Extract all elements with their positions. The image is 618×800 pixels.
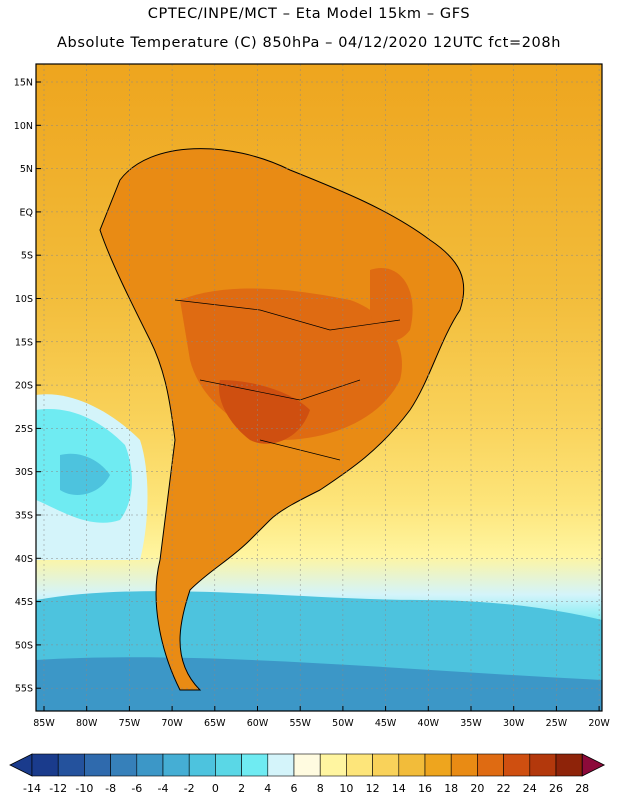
pacific-coldest-core [60, 453, 110, 495]
map-title: CPTEC/INPE/MCT – Eta Model 15km – GFS [147, 6, 471, 22]
colorbar-label: -12 [49, 782, 67, 795]
continent-hottest [219, 380, 310, 444]
northeast-hot [370, 268, 413, 341]
temperature-field [36, 64, 602, 711]
colorbar-label: 16 [418, 782, 432, 795]
colorbar-segment [450, 753, 478, 777]
latitude-label: 25S [15, 424, 33, 435]
longitude-label: 75W [119, 718, 141, 729]
latitude-label: 15S [15, 337, 33, 348]
colorbar-segment [57, 753, 85, 777]
coastline [99, 148, 465, 691]
colorbar-label: 20 [470, 782, 484, 795]
colorbar-label: -8 [105, 782, 116, 795]
colorbar-segment [267, 753, 295, 777]
longitude-label: 30W [503, 718, 525, 729]
colorbar-segment [188, 753, 216, 777]
latitude-axis: 15N 10N 5N EQ 5S 10S 15S 20S 25S 30S 35S 40S 45S 50S 5… [14, 78, 41, 695]
longitude-label: 40W [418, 718, 440, 729]
longitude-label: 35W [460, 718, 482, 729]
colorbar-segment [215, 753, 242, 777]
colorbar-label: -6 [131, 782, 142, 795]
latitude-label: 5S [21, 251, 33, 262]
colorbar-label: 12 [366, 782, 380, 795]
latitude-label: 45S [15, 597, 33, 608]
colorbar-segment [84, 753, 111, 777]
colorbar-label: -14 [23, 782, 41, 795]
colorbar-label: 18 [444, 782, 458, 795]
colorbar-segment [529, 753, 557, 777]
gridlines [36, 64, 602, 711]
colorbar-label: 8 [317, 782, 324, 795]
colorbar-label: 2 [238, 782, 245, 795]
colorbar-segment [319, 753, 347, 777]
colorbar-segment [398, 753, 426, 777]
longitude-axis: 85W 80W 75W 70W 65W 60W 55W 50W 45W 40W 35W 30W 25W 2… [33, 706, 610, 729]
latitude-label: 30S [15, 467, 33, 478]
colorbar-label: -10 [75, 782, 93, 795]
longitude-label: 60W [247, 718, 269, 729]
colorbar-label: 0 [212, 782, 219, 795]
colorbar-label: 28 [575, 782, 589, 795]
colorbar-segment [136, 753, 164, 777]
latitude-label: EQ [20, 207, 33, 218]
latitude-label: 20S [15, 381, 33, 392]
colorbar-segment [31, 753, 59, 777]
longitude-label: 50W [332, 718, 354, 729]
longitude-label: 65W [204, 718, 226, 729]
longitude-label: 55W [289, 718, 311, 729]
colorbar-label: 10 [339, 782, 353, 795]
colorbar-label: 26 [549, 782, 563, 795]
latitude-label: 40S [15, 554, 33, 565]
colorbar-segment [162, 753, 190, 777]
colorbar-label: 22 [497, 782, 511, 795]
longitude-label: 45W [375, 718, 397, 729]
longitude-label: 25W [546, 718, 568, 729]
colorbar-label: 6 [291, 782, 298, 795]
colorbar-label: -2 [184, 782, 195, 795]
colorbar-segment [555, 753, 583, 777]
colorbar-label: 4 [264, 782, 271, 795]
map-frame [35, 63, 603, 712]
colorbar: -14 -12 -10 -8 -6 -4 -2 0 2 4 6 8 10 12 14 16 18 20 22 24 26… [9, 753, 606, 795]
latitude-label: 35S [15, 511, 33, 522]
colorbar-segment [477, 753, 504, 777]
colorbar-segment [503, 753, 531, 777]
latitude-label: 10N [14, 121, 33, 132]
colorbar-left-arrow [9, 753, 33, 777]
colorbar-segment [110, 753, 138, 777]
colorbar-segment [293, 753, 321, 777]
colorbar-label: 14 [392, 782, 406, 795]
latitude-label: 55S [15, 684, 33, 695]
longitude-label: 70W [161, 718, 183, 729]
colorbar-segment [241, 753, 269, 777]
colorbar-label: -4 [158, 782, 169, 795]
map-subtitle: Absolute Temperature (C) 850hPa – 04/12/… [57, 35, 561, 51]
longitude-label: 85W [33, 718, 55, 729]
colorbar-segment [372, 753, 400, 777]
colorbar-label: 24 [523, 782, 537, 795]
colorbar-segment [424, 753, 452, 777]
longitude-label: 80W [76, 718, 98, 729]
latitude-label: 10S [15, 294, 33, 305]
longitude-label: 20W [588, 718, 610, 729]
latitude-label: 50S [15, 640, 33, 651]
latitude-label: 5N [20, 164, 33, 175]
colorbar-segment [346, 753, 373, 777]
latitude-label: 15N [14, 78, 33, 89]
colorbar-right-arrow [581, 753, 606, 777]
